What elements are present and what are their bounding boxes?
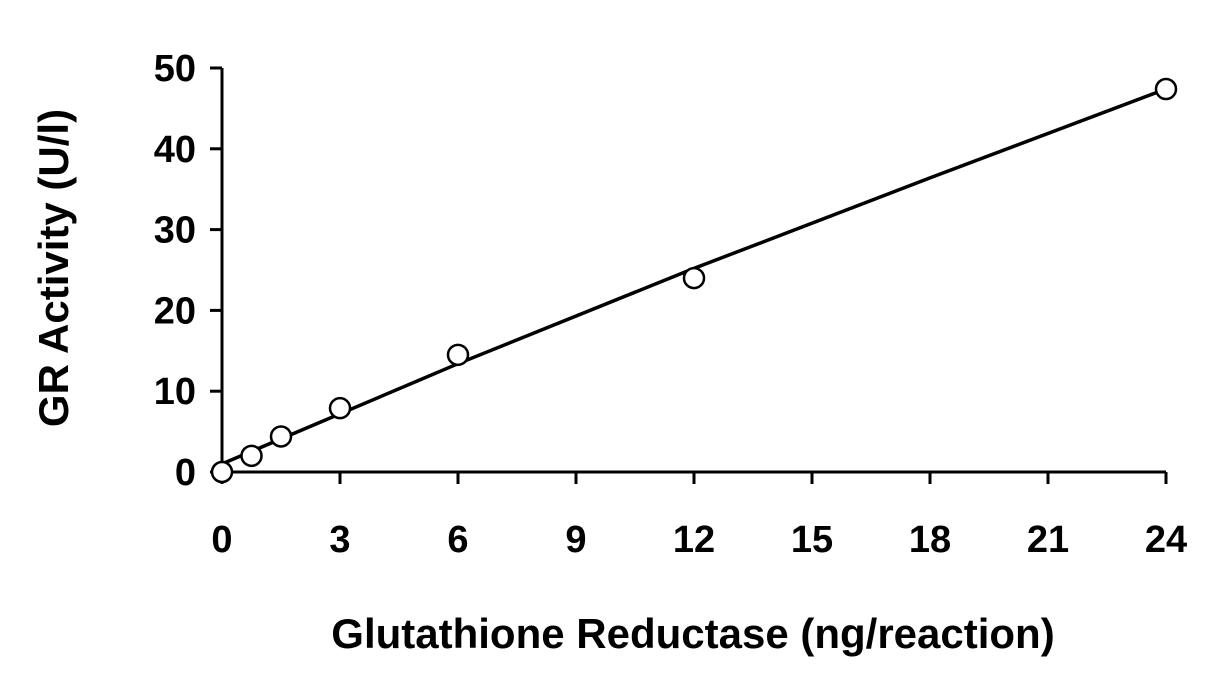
y-ticks: 0 10 20 30 40 50 <box>154 48 222 494</box>
y-tick-label: 50 <box>154 48 196 90</box>
data-point <box>446 343 470 367</box>
data-point <box>1154 77 1178 101</box>
y-tick-label: 10 <box>154 371 196 413</box>
y-axis-title: GR Activity (U/l) <box>30 109 77 427</box>
x-axis-title: Glutathione Reductase (ng/reaction) <box>331 610 1054 657</box>
y-tick-label: 20 <box>154 290 196 332</box>
x-tick-label: 9 <box>565 519 586 561</box>
y-tick-label: 40 <box>154 129 196 171</box>
x-ticks: 0 3 6 9 12 15 18 21 24 <box>211 472 1187 561</box>
x-tick-label: 3 <box>329 519 350 561</box>
x-tick-label: 21 <box>1027 519 1069 561</box>
x-tick-label: 6 <box>447 519 468 561</box>
y-tick-label: 0 <box>175 452 196 494</box>
data-point <box>682 266 706 290</box>
y-tick-label: 30 <box>154 210 196 252</box>
data-point <box>240 444 263 468</box>
data-point <box>269 425 293 448</box>
data-point <box>210 460 234 484</box>
x-tick-label: 15 <box>791 519 833 561</box>
x-tick-label: 0 <box>211 519 232 561</box>
data-points <box>210 77 1178 484</box>
x-tick-label: 24 <box>1145 519 1187 561</box>
x-tick-label: 18 <box>909 519 951 561</box>
x-tick-label: 12 <box>673 519 715 561</box>
data-point <box>328 396 352 420</box>
